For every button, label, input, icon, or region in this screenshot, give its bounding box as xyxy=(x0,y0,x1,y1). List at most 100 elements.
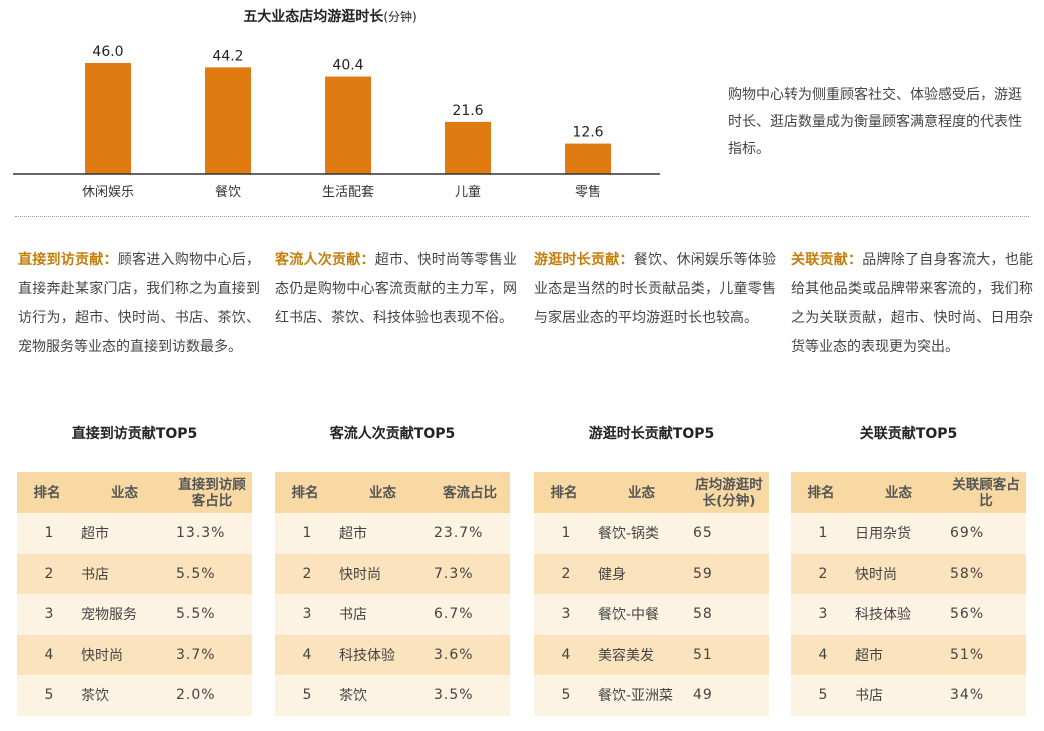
category-cell: 餐饮-亚洲菜 xyxy=(594,675,689,716)
category-cell: 快时尚 xyxy=(77,634,172,675)
rank-cell: 4 xyxy=(534,634,594,675)
rank-cell: 5 xyxy=(791,675,851,716)
table-row: 4 美容美发 51 xyxy=(534,634,769,675)
table-title: 直接到访贡献TOP5 xyxy=(71,426,198,442)
data-label: 21.6 xyxy=(452,103,483,119)
table-row: 3 科技体验 56% xyxy=(791,594,1026,635)
category-cell: 书店 xyxy=(335,594,430,635)
data-label: 44.2 xyxy=(212,48,243,64)
rank-cell: 3 xyxy=(534,594,594,635)
table-header: 排名 业态 关联顾客占比 xyxy=(791,472,1026,513)
column-header: 客流占比 xyxy=(430,472,510,513)
rank-cell: 1 xyxy=(17,513,77,554)
table-header: 排名 业态 直接到访顾客占比 xyxy=(17,472,252,513)
table-title: 游逛时长贡献TOP5 xyxy=(588,426,715,442)
rank-cell: 5 xyxy=(534,675,594,716)
bar xyxy=(325,76,371,174)
rank-cell: 3 xyxy=(17,594,77,635)
value-cell: 2.0% xyxy=(172,675,252,716)
value-cell: 51 xyxy=(689,634,769,675)
paragraph-text: 顾客进入购物中心后，直接奔赴某家门店，我们称之为直接到访行为，超市、快时尚、书店… xyxy=(18,252,260,355)
table-row: 1 超市 23.7% xyxy=(275,513,510,554)
table-row: 1 超市 13.3% xyxy=(17,513,252,554)
table-header: 排名 业态 店均游逛时长(分钟) xyxy=(534,472,769,513)
table-title: 客流人次贡献TOP5 xyxy=(329,426,456,442)
paragraph-heading: 直接到访贡献： xyxy=(18,252,118,268)
table-row: 4 超市 51% xyxy=(791,634,1026,675)
category-label: 零售 xyxy=(575,184,601,200)
rank-cell: 2 xyxy=(17,553,77,594)
table-header: 排名 业态 客流占比 xyxy=(275,472,510,513)
category-cell: 宠物服务 xyxy=(77,594,172,635)
paragraph: 游逛时长贡献：餐饮、休闲娱乐等体验业态是当然的时长贡献品类，儿童零售与家居业态的… xyxy=(534,246,776,333)
ranking-table: 排名 业态 关联顾客占比 1 日用杂货 69% 2 快时尚 58% 3 科技体验 5… xyxy=(791,472,1026,716)
chart-title-unit: (分钟) xyxy=(383,10,417,24)
ranking-table: 排名 业态 客流占比 1 超市 23.7% 2 快时尚 7.3% 3 书店 6.7%… xyxy=(275,472,510,716)
table-row: 2 书店 5.5% xyxy=(17,553,252,594)
table-row: 5 餐饮-亚洲菜 49 xyxy=(534,675,769,716)
column-header: 排名 xyxy=(534,472,594,513)
rank-cell: 2 xyxy=(791,553,851,594)
value-cell: 58 xyxy=(689,594,769,635)
value-cell: 58% xyxy=(946,553,1026,594)
category-cell: 日用杂货 xyxy=(851,513,946,554)
category-label: 休闲娱乐 xyxy=(82,185,134,200)
table-row: 3 书店 6.7% xyxy=(275,594,510,635)
bar xyxy=(205,67,251,174)
category-cell: 科技体验 xyxy=(335,634,430,675)
data-label: 40.4 xyxy=(332,58,363,74)
value-cell: 59 xyxy=(689,553,769,594)
value-cell: 56% xyxy=(946,594,1026,635)
bar-chart: 46.0 休闲娱乐 44.2 餐饮 40.4 生活配套 21.6 儿童 12.6 零售 xyxy=(13,44,660,200)
column-header: 排名 xyxy=(275,472,335,513)
table-row: 3 宠物服务 5.5% xyxy=(17,594,252,635)
rank-cell: 1 xyxy=(275,513,335,554)
table-row: 2 健身 59 xyxy=(534,553,769,594)
column-header: 排名 xyxy=(791,472,851,513)
paragraph-text: 餐饮、休闲娱乐等体验业态是当然的时长贡献品类，儿童零售与家居业态的平均游逛时长也… xyxy=(534,252,776,326)
value-cell: 7.3% xyxy=(430,553,510,594)
column-header: 业态 xyxy=(594,472,689,513)
paragraph: 客流人次贡献：超市、快时尚等零售业态仍是购物中心客流贡献的主力军，网红书店、茶饮… xyxy=(275,246,517,333)
value-cell: 6.7% xyxy=(430,594,510,635)
category-cell: 超市 xyxy=(77,513,172,554)
table-row: 2 快时尚 7.3% xyxy=(275,553,510,594)
table-row: 2 快时尚 58% xyxy=(791,553,1026,594)
category-cell: 快时尚 xyxy=(335,553,430,594)
category-cell: 超市 xyxy=(851,634,946,675)
column-header: 排名 xyxy=(17,472,77,513)
table-row: 1 餐饮-锅类 65 xyxy=(534,513,769,554)
table-row: 3 餐饮-中餐 58 xyxy=(534,594,769,635)
category-cell: 茶饮 xyxy=(77,675,172,716)
value-cell: 5.5% xyxy=(172,553,252,594)
column-header: 直接到访顾客占比 xyxy=(172,472,252,513)
rank-cell: 4 xyxy=(17,634,77,675)
value-cell: 3.7% xyxy=(172,634,252,675)
rank-cell: 4 xyxy=(791,634,851,675)
ranking-table: 排名 业态 店均游逛时长(分钟) 1 餐饮-锅类 65 2 健身 59 3 餐饮-中… xyxy=(534,472,769,716)
value-cell: 34% xyxy=(946,675,1026,716)
value-cell: 3.5% xyxy=(430,675,510,716)
category-cell: 餐饮-中餐 xyxy=(594,594,689,635)
column-header: 业态 xyxy=(335,472,430,513)
category-label: 餐饮 xyxy=(215,184,241,200)
rank-cell: 2 xyxy=(275,553,335,594)
table-title: 关联贡献TOP5 xyxy=(859,426,958,442)
rank-cell: 2 xyxy=(534,553,594,594)
table-row: 5 书店 34% xyxy=(791,675,1026,716)
category-cell: 茶饮 xyxy=(335,675,430,716)
category-cell: 美容美发 xyxy=(594,634,689,675)
category-cell: 健身 xyxy=(594,553,689,594)
column-header: 店均游逛时长(分钟) xyxy=(689,472,769,513)
category-cell: 餐饮-锅类 xyxy=(594,513,689,554)
category-cell: 超市 xyxy=(335,513,430,554)
value-cell: 23.7% xyxy=(430,513,510,554)
table-row: 4 快时尚 3.7% xyxy=(17,634,252,675)
rank-cell: 1 xyxy=(791,513,851,554)
rank-cell: 3 xyxy=(275,594,335,635)
data-label: 12.6 xyxy=(572,125,603,141)
column-header: 关联顾客占比 xyxy=(946,472,1026,513)
category-cell: 书店 xyxy=(851,675,946,716)
category-cell: 科技体验 xyxy=(851,594,946,635)
paragraph-text: 超市、快时尚等零售业态仍是购物中心客流贡献的主力军，网红书店、茶饮、科技体验也表… xyxy=(275,252,517,326)
